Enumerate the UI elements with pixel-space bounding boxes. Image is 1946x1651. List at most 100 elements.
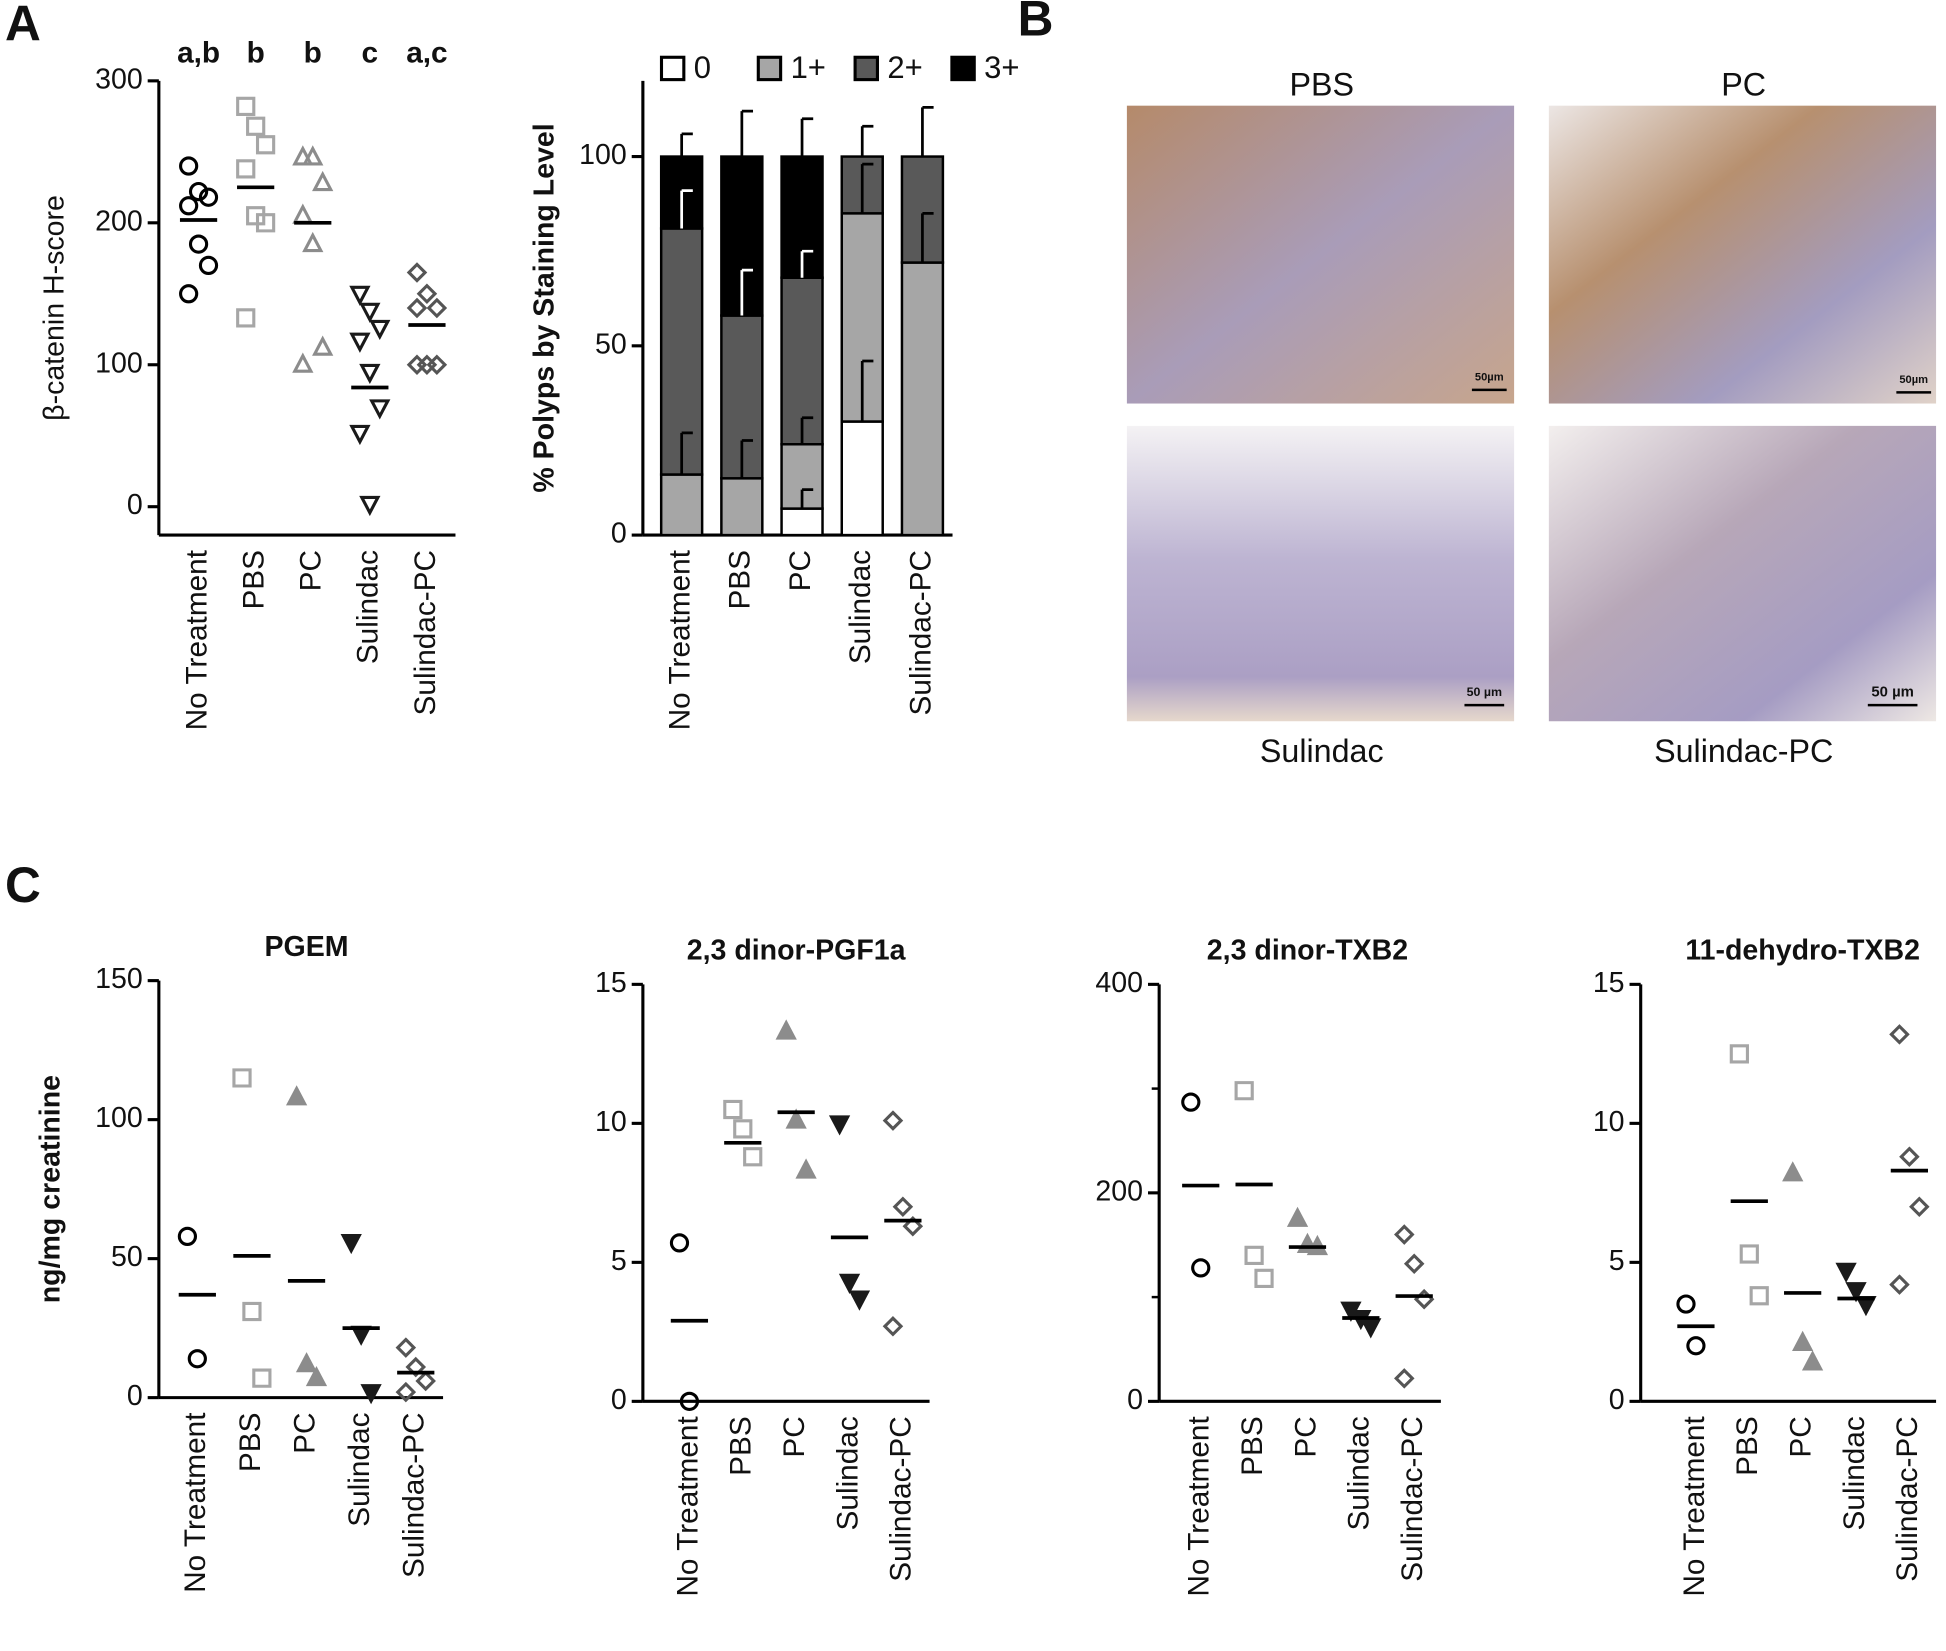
data-point — [198, 187, 219, 207]
data-point — [285, 1085, 308, 1106]
x-tick-label: Sulindac — [1343, 1416, 1376, 1530]
y-tick-label: 400 — [1095, 967, 1143, 999]
data-point — [1413, 1288, 1435, 1310]
data-point — [369, 399, 391, 420]
chart-title: PGEM — [265, 931, 349, 963]
data-point — [359, 495, 381, 517]
data-point — [236, 96, 256, 117]
error-bar — [860, 162, 874, 214]
y-tick-label: 100 — [95, 347, 143, 379]
y-tick-label: 50 — [111, 1241, 143, 1273]
x-tick-label: No Treatment — [1678, 1416, 1711, 1597]
legend-swatch — [853, 55, 879, 82]
y-tick-label: 15 — [1593, 967, 1625, 999]
data-point — [340, 1233, 362, 1255]
micrograph — [1126, 105, 1515, 404]
y-tick-label: 200 — [95, 205, 143, 237]
y-tick-label: 15 — [595, 967, 627, 999]
y-tick-label: 0 — [1609, 1384, 1625, 1416]
data-point — [882, 1316, 904, 1337]
bar-segment — [780, 507, 824, 537]
legend-swatch — [950, 55, 976, 82]
data-point — [246, 206, 266, 226]
panel-letter: A — [5, 0, 41, 52]
data-point — [179, 156, 199, 176]
group-label: b — [304, 37, 322, 70]
legend-label: 0 — [694, 50, 711, 85]
error-bar — [860, 124, 874, 157]
y-tick-label: 0 — [611, 1384, 627, 1416]
data-point — [1254, 1268, 1274, 1288]
x-tick-label: PC — [778, 1416, 811, 1457]
data-point — [369, 319, 391, 341]
data-point — [1360, 1318, 1382, 1339]
scale-bar-label: 50µm — [1475, 371, 1504, 383]
data-point — [406, 297, 428, 319]
group-label: a,b — [177, 37, 220, 70]
data-point — [669, 1233, 690, 1253]
data-point — [1909, 1196, 1930, 1218]
micrograph — [1548, 105, 1937, 404]
x-tick-label: Sulindac — [831, 1416, 864, 1530]
x-tick-label: PBS — [724, 550, 757, 610]
data-point — [1782, 1161, 1804, 1182]
micrograph — [1126, 425, 1515, 722]
data-point — [349, 332, 371, 353]
y-tick-label: 100 — [579, 139, 627, 171]
x-tick-label: PC — [1289, 1416, 1322, 1457]
error-bar — [680, 431, 693, 475]
error-bar — [800, 117, 814, 157]
data-point — [1835, 1262, 1857, 1283]
chart-title: 2,3 dinor-PGF1a — [687, 935, 907, 967]
micrograph — [1548, 425, 1937, 722]
x-tick-label: PBS — [238, 550, 271, 610]
data-point — [882, 1110, 904, 1131]
data-point — [416, 283, 438, 305]
data-point — [1889, 1024, 1910, 1045]
x-tick-label: PC — [288, 1413, 321, 1454]
y-tick-label: 0 — [611, 518, 627, 550]
data-point — [312, 335, 334, 356]
image-label: Sulindac-PC — [1654, 733, 1833, 769]
x-tick-label: No Treatment — [179, 1412, 212, 1593]
data-point — [679, 1391, 700, 1411]
data-point — [246, 116, 266, 136]
error-bar — [921, 211, 934, 263]
x-tick-label: No Treatment — [671, 1416, 704, 1597]
scale-bar-label: 50µm — [1899, 374, 1928, 386]
data-point — [360, 1384, 382, 1405]
error-bar — [800, 488, 814, 509]
x-tick-label: Sulindac-PC — [1891, 1416, 1924, 1581]
data-point — [1286, 1206, 1309, 1227]
data-point — [415, 1370, 436, 1392]
data-point — [785, 1108, 807, 1129]
data-point — [349, 424, 371, 446]
data-point — [302, 231, 324, 253]
legend-swatch — [756, 55, 783, 82]
data-point — [775, 1019, 797, 1040]
data-point — [406, 262, 428, 283]
data-point — [1792, 1330, 1814, 1351]
error-bar — [860, 359, 874, 422]
data-point — [892, 1196, 914, 1218]
data-point — [733, 1119, 753, 1139]
error-bar — [680, 189, 693, 229]
x-tick-label: Sulindac — [352, 550, 385, 664]
y-tick-label: 0 — [1127, 1384, 1143, 1416]
bar-segment — [900, 261, 945, 537]
x-tick-label: PBS — [1236, 1416, 1269, 1476]
y-tick-label: 0 — [127, 1380, 143, 1412]
x-tick-label: PC — [295, 550, 328, 591]
data-point — [1394, 1368, 1415, 1389]
data-point — [1889, 1274, 1910, 1295]
data-point — [1244, 1245, 1264, 1266]
data-point — [1686, 1336, 1706, 1356]
chart-title: 11-dehydro-TXB2 — [1685, 935, 1920, 967]
y-tick-label: 0 — [127, 489, 143, 521]
data-point — [395, 1381, 417, 1403]
x-tick-label: PC — [784, 550, 817, 591]
x-tick-label: PC — [1785, 1416, 1818, 1457]
data-point — [1394, 1224, 1415, 1245]
x-tick-label: Sulindac-PC — [885, 1416, 918, 1581]
